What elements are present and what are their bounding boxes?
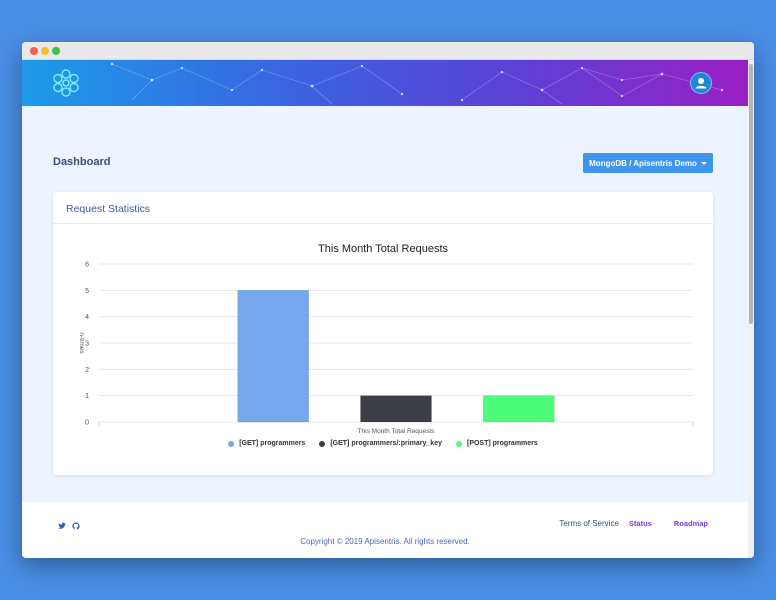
y-tick-label: 0 [85, 420, 89, 427]
status-link[interactable]: Status [628, 519, 652, 528]
top-header [22, 60, 748, 106]
close-window-button[interactable] [30, 47, 38, 55]
y-axis-label: n-times [78, 332, 85, 354]
requests-bar-chart: This Month Total Requests 0 1 2 3 4 5 6 This Mon… [78, 243, 694, 435]
user-avatar-icon[interactable] [690, 72, 712, 94]
social-links [58, 522, 80, 530]
scrollbar-thumb[interactable] [749, 64, 753, 324]
y-tick-label: 2 [85, 367, 89, 374]
browser-window: Dashboard MongoDB / Apisentris Demo Requ… [22, 42, 754, 558]
maximize-window-button[interactable] [52, 47, 60, 55]
copyright-text: Copyright © 2019 Apisentris. All rights … [300, 537, 470, 546]
y-tick-label: 6 [85, 262, 89, 269]
legend-item[interactable]: [GET] programmers/:primary_key [319, 440, 442, 447]
y-tick-label: 1 [85, 393, 89, 400]
footer-links: Terms of Service Status Roadmap [559, 519, 708, 528]
legend-label: [GET] programmers [239, 440, 306, 447]
y-tick-label: 5 [85, 288, 89, 295]
legend-label: [GET] programmers/:primary_key [330, 440, 442, 447]
network-background-decoration [110, 62, 724, 105]
caret-down-icon [700, 161, 707, 165]
legend-item[interactable]: [GET] programmers [228, 440, 305, 447]
legend-label: [POST] programmers [466, 440, 538, 447]
legend-item[interactable]: [POST] programmers [455, 440, 538, 447]
twitter-icon[interactable] [58, 522, 66, 530]
legend-color-dot [455, 440, 462, 447]
database-selector-label: MongoDB / Apisentris Demo [589, 158, 697, 168]
roadmap-link[interactable]: Roadmap [673, 519, 708, 528]
chart-legend: [GET] programmers [GET] programmers/:prim… [53, 440, 713, 447]
footer: Terms of Service Status Roadmap Copyrigh… [22, 502, 748, 558]
chart-title: This Month Total Requests [318, 243, 449, 255]
legend-color-dot [228, 440, 235, 447]
page-title: Dashboard [53, 156, 111, 168]
database-selector-button[interactable]: MongoDB / Apisentris Demo [583, 153, 713, 173]
bar-0 [237, 290, 309, 423]
card-title: Request Statistics [66, 203, 151, 215]
minimize-window-button[interactable] [41, 47, 49, 55]
card-header: Request Statistics [53, 192, 713, 224]
bar-2 [483, 395, 555, 423]
window-titlebar [22, 42, 754, 60]
request-statistics-card: Request Statistics This Month Total Requ… [53, 192, 713, 475]
page-scrollbar[interactable] [748, 60, 754, 558]
github-icon[interactable] [72, 522, 80, 530]
legend-color-dot [319, 440, 326, 447]
y-tick-label: 4 [85, 314, 89, 321]
bar-1 [360, 395, 432, 423]
apisentris-logo-icon[interactable] [50, 67, 82, 99]
y-tick-label: 3 [85, 341, 89, 348]
x-axis-label: This Month Total Requests [358, 428, 436, 435]
terms-of-service-link[interactable]: Terms of Service [559, 519, 619, 528]
